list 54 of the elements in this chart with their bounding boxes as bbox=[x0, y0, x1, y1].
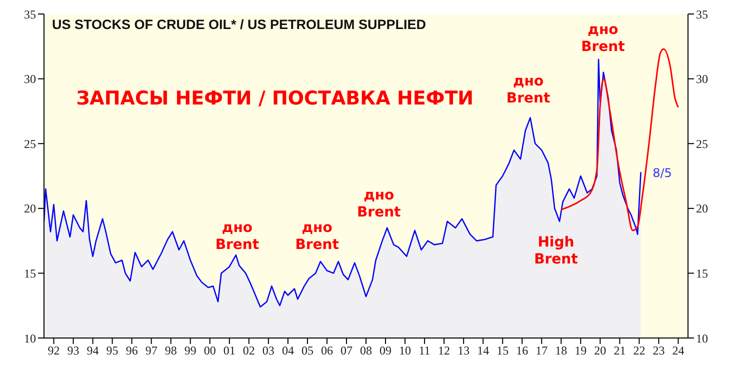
x-tick-label: 07 bbox=[340, 344, 352, 358]
x-tick-label: 19 bbox=[574, 344, 587, 358]
y-tick-label: 30 bbox=[24, 72, 36, 86]
x-tick-label: 95 bbox=[106, 344, 118, 358]
x-tick-label: 24 bbox=[672, 344, 684, 358]
x-tick-label: 14 bbox=[477, 344, 490, 358]
y-tick-label: 10 bbox=[24, 331, 36, 346]
x-tick-label: 16 bbox=[516, 344, 528, 358]
annotation: ЗАПАСЫ НЕФТИ / ПОСТАВКА НЕФТИ bbox=[76, 88, 474, 110]
x-tick-label: 15 bbox=[496, 344, 509, 358]
x-tick-label: 23 bbox=[652, 344, 665, 358]
x-tick-label: 06 bbox=[320, 344, 333, 358]
x-tick-label: 09 bbox=[380, 344, 392, 358]
annotation: High Brent bbox=[534, 234, 578, 268]
y2-tick-label: 10 bbox=[696, 331, 708, 346]
y-tick-label: 35 bbox=[24, 7, 36, 22]
y2-tick-label: 30 bbox=[696, 72, 708, 86]
x-tick-label: 13 bbox=[458, 344, 470, 358]
x-tick-label: 17 bbox=[536, 344, 548, 358]
x-tick-label: 02 bbox=[242, 344, 255, 358]
x-tick-label: 97 bbox=[145, 344, 158, 358]
annotation: дно Brent bbox=[506, 74, 550, 107]
x-tick-label: 93 bbox=[67, 344, 80, 358]
x-tick-label: 11 bbox=[418, 344, 430, 358]
x-tick-label: 98 bbox=[164, 344, 177, 358]
y2-tick-label: 15 bbox=[696, 266, 708, 280]
annotation: дно Brent bbox=[215, 220, 260, 254]
y-tick-label: 15 bbox=[24, 266, 36, 280]
annotation: дно Brent bbox=[581, 22, 626, 55]
x-tick-label: 21 bbox=[614, 344, 626, 358]
x-tick-label: 03 bbox=[262, 344, 274, 358]
x-tick-label: 20 bbox=[594, 344, 606, 358]
x-tick-label: 96 bbox=[126, 344, 138, 358]
annotation: дно Brent bbox=[295, 220, 340, 254]
x-tick-label: 00 bbox=[204, 344, 216, 358]
x-tick-label: 10 bbox=[399, 344, 412, 358]
x-tick-label: 18 bbox=[555, 344, 568, 358]
chart-title: US STOCKS OF CRUDE OIL* / US PETROLEUM SUPPLIED bbox=[52, 17, 426, 32]
y2-tick-label: 20 bbox=[696, 202, 708, 216]
x-tick-label: 94 bbox=[86, 344, 99, 358]
x-tick-label: 22 bbox=[633, 344, 646, 358]
y-tick-label: 20 bbox=[24, 202, 36, 216]
annotation: дно Brent bbox=[357, 188, 402, 221]
x-tick-label: 92 bbox=[48, 344, 60, 358]
x-tick-label: 99 bbox=[184, 344, 196, 358]
x-tick-label: 08 bbox=[360, 344, 372, 358]
x-tick-label: 05 bbox=[301, 344, 314, 358]
y2-tick-label: 35 bbox=[696, 7, 708, 22]
annotation: 8/5 bbox=[652, 166, 672, 180]
x-tick-label: 01 bbox=[223, 344, 236, 358]
y-tick-label: 25 bbox=[24, 136, 36, 151]
y2-tick-label: 25 bbox=[696, 136, 708, 151]
x-tick-label: 04 bbox=[282, 344, 294, 358]
x-tick-label: 12 bbox=[438, 344, 450, 358]
